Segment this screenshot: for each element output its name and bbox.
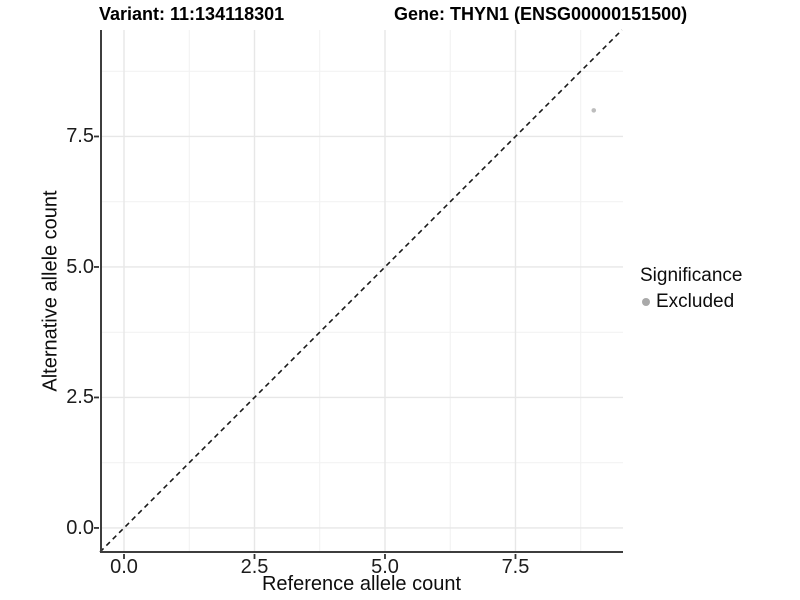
x-tick-label: 7.5 (501, 556, 530, 578)
legend-item-label: Excluded (656, 291, 735, 312)
legend-key-dot-icon (642, 297, 650, 306)
y-tick-label: 2.5 (66, 386, 94, 409)
legend-item: Excluded (640, 290, 742, 313)
identity-reference-line (99, 29, 623, 553)
x-tick-label: 5.0 (371, 556, 399, 578)
plot-panel (94, 29, 623, 559)
plot-title-variant: Variant: 11:134118301 (99, 4, 285, 24)
legend: Significance Excluded (640, 264, 742, 313)
y-tick-label: 7.5 (66, 125, 94, 148)
legend-items: Excluded (640, 290, 742, 313)
y-axis-title: Alternative allele count (39, 190, 62, 392)
legend-title: Significance (640, 265, 743, 286)
x-axis-title: Reference allele count (261, 573, 461, 595)
data-point (591, 108, 597, 113)
plot-canvas (94, 29, 623, 559)
x-tick-label: 2.5 (240, 556, 269, 578)
y-tick-label: 5.0 (66, 255, 94, 278)
plot-title-gene: Gene: THYN1 (ENSG00000151500) (394, 4, 688, 24)
x-tick-label: 0.0 (110, 556, 138, 578)
y-tick-label: 0.0 (66, 516, 94, 539)
